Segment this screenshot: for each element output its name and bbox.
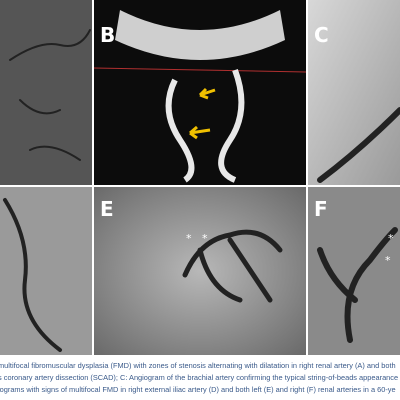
panel-label: C bbox=[314, 23, 329, 47]
asterisk: * bbox=[186, 232, 192, 245]
asterisk: * bbox=[385, 254, 391, 267]
panel-e bbox=[94, 187, 306, 355]
caption-line: multifocal fibromuscular dysplasia (FMD)… bbox=[0, 361, 396, 370]
panel-label: E bbox=[100, 197, 114, 221]
asterisk: * bbox=[388, 232, 394, 245]
panel-a bbox=[0, 0, 92, 185]
arrow bbox=[198, 87, 216, 100]
panel-label: F bbox=[314, 197, 328, 221]
vessel bbox=[317, 107, 400, 183]
reference-line bbox=[93, 67, 307, 73]
asterisk: * bbox=[202, 232, 208, 245]
vessel bbox=[165, 68, 245, 183]
vessel bbox=[317, 227, 398, 343]
caption-line: s coronary artery dissection (SCAD); C: … bbox=[0, 373, 398, 382]
bone bbox=[115, 10, 285, 60]
panel-label: B bbox=[100, 23, 115, 47]
vessel bbox=[3, 198, 62, 352]
panel-f bbox=[308, 187, 400, 355]
vessel bbox=[182, 229, 283, 303]
vessel bbox=[9, 29, 91, 161]
arrow bbox=[189, 125, 211, 140]
caption-line: iograms with signs of multifocal FMD in … bbox=[0, 385, 396, 394]
